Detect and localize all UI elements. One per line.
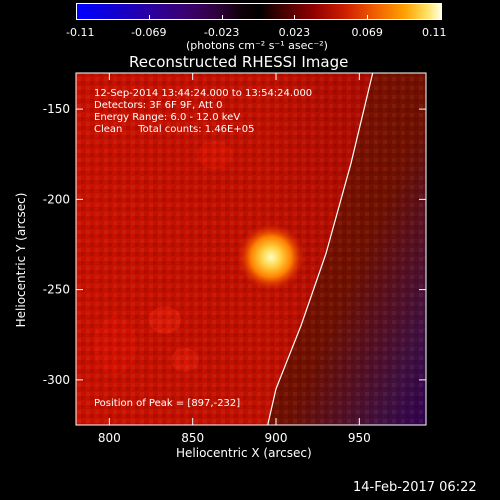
annotation-line: Clean Total counts: 1.46E+05: [94, 124, 312, 136]
x-tick-label: 900: [265, 431, 288, 445]
y-tick-label: -250: [43, 283, 70, 297]
y-tick-label: -150: [43, 102, 70, 116]
peak-position-label: Position of Peak = [897,-232]: [94, 398, 240, 410]
y-tick-label: -300: [43, 373, 70, 387]
annotation-line: 12-Sep-2014 13:44:24.000 to 13:54:24.000: [94, 88, 312, 100]
x-tick-label: 850: [181, 431, 204, 445]
x-tick-label: 800: [98, 431, 121, 445]
y-tick-label: -200: [43, 192, 70, 206]
footer-timestamp: 14-Feb-2017 06:22: [353, 481, 477, 494]
annotation-block: 12-Sep-2014 13:44:24.000 to 13:54:24.000…: [94, 88, 312, 136]
x-tick-label: 950: [348, 431, 371, 445]
annotation-line: Energy Range: 6.0 - 12.0 keV: [94, 112, 312, 124]
y-axis-label: Heliocentric Y (arcsec): [15, 193, 27, 328]
peak-source: [237, 223, 305, 291]
x-axis-label: Heliocentric X (arcsec): [176, 447, 312, 459]
annotation-line: Detectors: 3F 6F 9F, Att 0: [94, 100, 312, 112]
